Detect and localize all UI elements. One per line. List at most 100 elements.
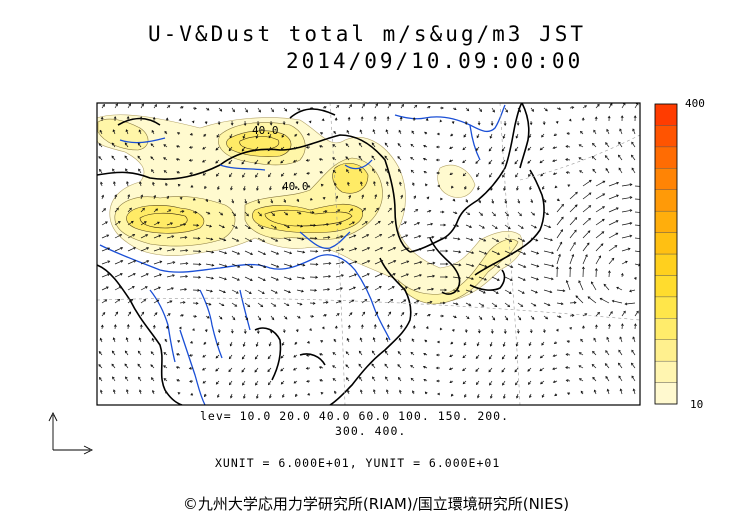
wind-arrow-head [137,350,141,354]
wind-arrow-head [541,394,545,398]
wind-arrow-head [450,341,454,345]
wind-arrow-head [151,129,155,133]
wind-arrow-head [282,330,286,334]
wind-arrow-head [629,289,632,293]
wind-arrow-head [172,248,176,252]
wind-arrow-head [268,395,272,399]
wind-arrow [361,247,370,252]
wind-arrow [374,311,378,317]
wind-arrow [283,250,292,254]
wind-arrow [335,261,344,265]
wind-arrow [397,364,402,369]
wind-arrow [205,302,212,306]
wind-arrow-head [241,148,245,152]
wind-arrow [270,276,279,281]
wind-arrow-head [360,324,364,328]
wind-arrow [387,286,395,291]
wind-arrow [268,133,272,138]
wind-arrow-head [614,245,618,248]
wind-arrow-head [573,241,576,245]
wind-arrow [99,377,103,382]
wind-arrow [582,205,591,213]
wind-arrow-head [519,213,522,217]
wind-arrow-head [293,354,297,358]
wind-arrow-head [375,103,378,107]
wind-arrow-head [401,311,405,315]
wind-arrow [385,376,389,382]
wind-arrow-head [425,117,429,121]
wind-arrow-head [386,324,390,327]
wind-arrow-head [535,238,539,242]
wind-arrow-head [298,211,302,215]
wind-arrow [127,299,133,304]
wind-arrow [127,260,136,265]
wind-arrow [166,235,174,239]
wind-arrow [166,261,175,265]
wind-arrow-head [150,143,154,146]
wind-arrow-head [385,376,388,380]
wind-arrow [621,235,632,239]
wind-arrow-head [578,365,582,368]
wind-arrow [565,159,571,161]
wind-arrow-head [490,187,493,191]
wind-arrow [504,237,512,242]
wind-arrow [595,206,605,213]
wind-arrow-head [287,225,290,229]
wind-arrow [267,354,272,359]
wind-arrow [491,198,494,204]
wind-arrow-head [466,316,470,320]
wind-arrow-head [615,220,619,223]
wind-arrow-head [354,260,358,264]
wind-arrow-head [224,264,228,268]
wind-arrow-head [539,368,543,372]
wind-arrow-head [387,194,391,198]
wind-arrow [358,142,363,148]
wind-arrow [125,168,129,174]
wind-arrow-head [352,221,355,225]
wind-arrow-head [445,275,449,279]
wind-arrow-head [247,226,251,229]
wind-arrow [503,185,506,191]
wind-arrow-head [210,289,213,293]
wind-arrow-head [415,209,419,212]
wind-arrow [591,281,597,291]
wind-arrow-head [601,231,605,234]
wind-arrow-head [545,316,549,320]
wind-arrow-head [150,156,154,159]
wind-arrow-head [308,120,312,124]
wind-arrow [504,211,509,217]
wind-arrow [296,276,305,279]
wind-arrow-head [501,356,505,360]
wind-arrow-head [256,187,259,191]
wind-arrow [166,300,173,304]
wind-arrow [218,237,226,241]
wind-arrow-head [204,121,208,125]
wind-arrow-head [132,272,136,276]
wind-arrow-head [194,210,198,214]
wind-arrow-head [423,378,427,382]
wind-arrow-head [592,350,595,354]
wind-arrow-head [280,368,284,372]
wind-arrow [127,247,136,252]
wind-arrow-head [242,382,245,386]
wind-arrow-head [345,364,349,367]
wind-arrow-head [602,193,606,196]
wind-arrow-head [151,389,155,393]
wind-arrow-head [313,223,317,227]
wind-arrow-head [539,160,543,164]
wind-arrow-head [332,144,336,147]
wind-arrow-head [267,161,271,165]
wind-arrow [515,380,519,385]
wind-arrow-head [184,287,188,291]
wind-arrow [243,185,246,191]
wind-arrow [140,208,145,213]
colorbar-max-label: 400 [685,97,705,110]
wind-arrow-head [269,187,272,191]
wind-arrow-head [559,241,563,245]
wind-arrow [101,273,110,278]
wind-arrow [386,389,389,395]
wind-arrow-head [523,278,526,281]
wind-arrow [205,276,214,279]
wind-arrow [153,299,159,304]
wind-arrow-head [276,265,280,268]
